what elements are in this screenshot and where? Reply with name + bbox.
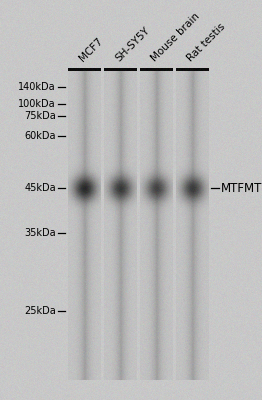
- Text: SH-SY5Y: SH-SY5Y: [113, 25, 151, 63]
- Text: 25kDa: 25kDa: [24, 306, 56, 316]
- Text: Mouse brain: Mouse brain: [149, 11, 202, 63]
- Text: 45kDa: 45kDa: [24, 183, 56, 193]
- Text: 75kDa: 75kDa: [24, 111, 56, 121]
- Text: MTFMT: MTFMT: [221, 182, 262, 194]
- Text: 140kDa: 140kDa: [18, 82, 56, 92]
- Text: 60kDa: 60kDa: [25, 131, 56, 141]
- Text: MCF7: MCF7: [78, 36, 105, 63]
- Text: 35kDa: 35kDa: [24, 228, 56, 238]
- Text: 100kDa: 100kDa: [18, 99, 56, 109]
- Text: Rat testis: Rat testis: [185, 21, 227, 63]
